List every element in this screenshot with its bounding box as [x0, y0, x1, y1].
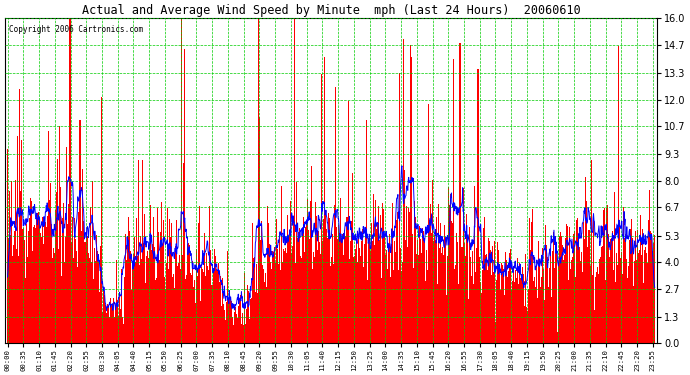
- Text: Copyright 2006 Cartronics.com: Copyright 2006 Cartronics.com: [8, 25, 143, 34]
- Title: Actual and Average Wind Speed by Minute  mph (Last 24 Hours)  20060610: Actual and Average Wind Speed by Minute …: [82, 4, 581, 17]
